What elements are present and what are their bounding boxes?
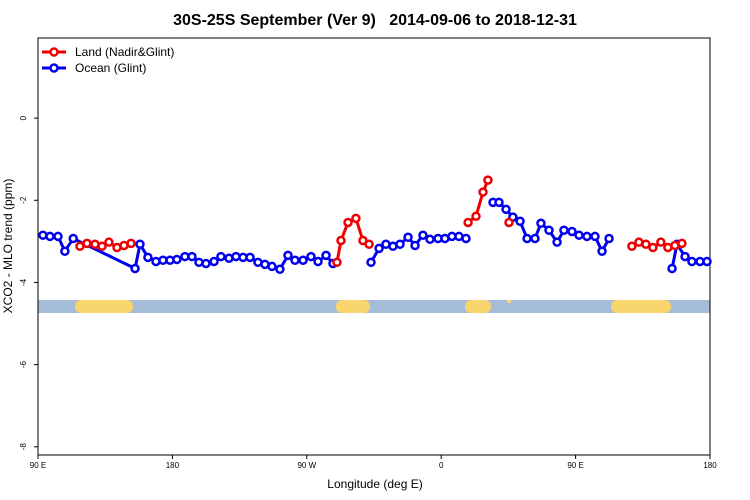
data-point (60, 246, 70, 256)
data-point (590, 231, 600, 242)
data-point (395, 239, 405, 249)
data-point (418, 230, 428, 240)
data-point (366, 257, 376, 268)
data-point (275, 264, 285, 275)
data-point (544, 225, 554, 236)
data-point (574, 230, 584, 240)
data-point (351, 213, 361, 224)
data-point (82, 238, 92, 249)
data-point (290, 255, 300, 266)
data-point (216, 251, 226, 262)
land-band (611, 300, 671, 313)
data-point (403, 232, 413, 243)
land-band (336, 300, 370, 313)
data-point (552, 237, 562, 247)
data-point (641, 239, 651, 249)
data-point (313, 256, 323, 267)
y-tick-label: 0 (19, 115, 28, 120)
data-point (677, 238, 687, 249)
data-point (267, 261, 277, 272)
land-band (75, 300, 133, 313)
data-point (461, 233, 471, 244)
x-tick-label: 0 (439, 461, 444, 470)
data-point (126, 238, 136, 249)
data-point (559, 225, 569, 236)
data-point (364, 239, 374, 249)
land-band (465, 300, 491, 313)
data-point (494, 197, 504, 208)
data-point (187, 251, 197, 262)
data-point (97, 241, 107, 252)
data-point (245, 252, 255, 263)
data-point (172, 254, 182, 265)
land-ocean-band (38, 300, 710, 313)
data-point (130, 263, 140, 274)
data-point (374, 243, 384, 254)
chart-title: 30S-25S September (Ver 9) 2014-09-06 to … (173, 12, 577, 29)
data-point (680, 251, 690, 262)
data-point (597, 246, 607, 256)
series-line (467, 179, 490, 224)
data-point (209, 256, 219, 267)
data-point (567, 226, 577, 237)
data-point (68, 233, 78, 244)
data-point (45, 231, 55, 242)
data-point (483, 175, 493, 185)
data-point (336, 235, 346, 246)
data-point (582, 231, 592, 242)
y-tick-label: -2 (19, 196, 28, 204)
data-point (306, 251, 316, 262)
legend-marker (49, 47, 59, 57)
ocean-band (38, 300, 710, 313)
data-point (283, 250, 293, 261)
y-tick-label: -8 (19, 443, 28, 451)
x-tick-label: 180 (703, 461, 717, 470)
data-point (143, 252, 153, 263)
y-tick-label: -6 (19, 361, 28, 369)
data-point (135, 239, 145, 249)
data-point (504, 217, 514, 228)
data-point (478, 187, 488, 197)
x-tick-label: 180 (166, 461, 180, 470)
land-band (507, 300, 511, 303)
data-point (463, 217, 473, 228)
data-point (656, 237, 666, 247)
data-point (321, 250, 331, 261)
x-tick-label: 90 W (297, 461, 316, 470)
data-point (687, 256, 697, 267)
y-tick-label: -4 (19, 278, 28, 286)
data-point (298, 255, 308, 266)
x-tick-label: 90 E (567, 461, 583, 470)
data-point (201, 258, 211, 269)
data-point (410, 240, 420, 251)
data-point (471, 211, 481, 222)
y-axis-label: XCO2 - MLO trend (ppm) (1, 179, 15, 314)
data-point (53, 231, 63, 242)
data-point (515, 216, 525, 226)
legend-label: Ocean (Glint) (75, 61, 146, 75)
data-point (627, 241, 637, 252)
legend-marker (49, 63, 59, 73)
legend-label: Land (Nadir&Glint) (75, 45, 174, 59)
series (38, 197, 712, 275)
data-point (332, 257, 342, 268)
data-point (702, 256, 712, 267)
data-point (604, 233, 614, 244)
data-point (648, 242, 658, 253)
data-point (501, 204, 511, 215)
data-point (667, 263, 677, 274)
data-point (425, 234, 435, 245)
data-point (530, 233, 540, 244)
data-point (343, 217, 353, 228)
data-point (522, 233, 532, 244)
data-point (104, 237, 114, 247)
x-tick-label: 90 E (30, 461, 46, 470)
plot-frame (37, 37, 711, 456)
series (75, 175, 687, 268)
data-point (536, 218, 546, 229)
x-axis-label: Longitude (deg E) (327, 477, 422, 491)
